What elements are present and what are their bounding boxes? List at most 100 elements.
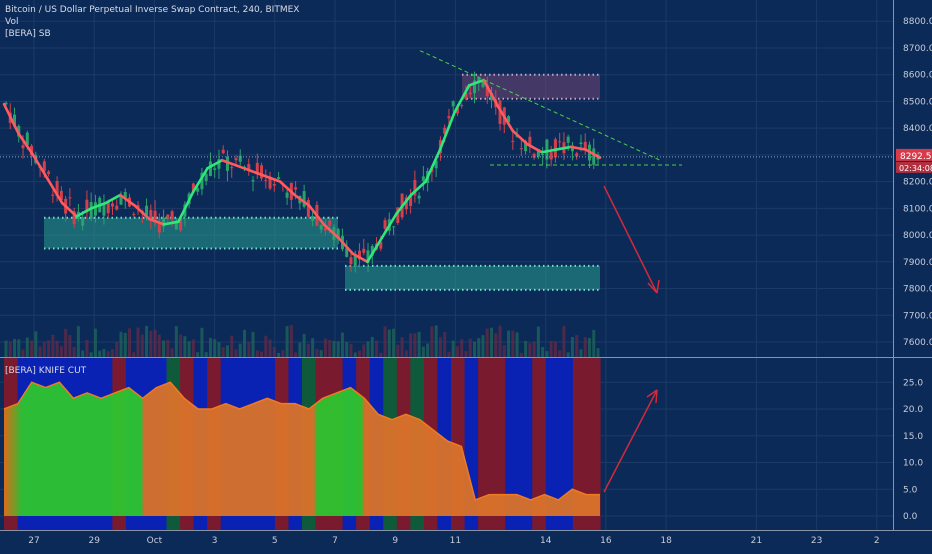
time-tick-label[interactable]: 21 [751,536,762,546]
candle-body [545,139,549,160]
volume-bar [477,338,481,357]
candle-body [311,215,315,221]
candle-body [170,211,174,220]
candle-body [93,202,97,216]
candle-body [166,214,170,219]
candle-countdown: 02:34:08 [899,164,932,173]
time-tick-label[interactable]: 16 [600,536,612,546]
candle-body [285,192,289,198]
price-tick-label[interactable]: 8600.0 [903,71,932,81]
price-tick-label[interactable]: 8200.0 [903,178,932,188]
time-tick-label[interactable]: 23 [811,536,822,546]
last-price-value: 8292.5 [900,152,932,162]
volume-bar [558,350,562,357]
knife-cut-tick-label[interactable]: 10.0 [903,459,923,469]
volume-bar [417,331,421,357]
down-arrow-head [647,279,660,294]
chart-title[interactable]: Bitcoin / US Dollar Perpetual Inverse Sw… [5,5,300,15]
time-tick-label[interactable]: 3 [212,536,218,546]
candle-body [383,220,387,229]
candle-body [106,202,110,214]
price-axis[interactable]: 8800.08700.08600.08500.08400.08300.08200… [903,17,932,522]
volume-bars [4,325,600,357]
price-tick-label[interactable]: 8700.0 [903,44,932,54]
candle-body [362,248,366,253]
ema-segment [17,132,35,157]
price-tick-label[interactable]: 8500.0 [903,97,932,107]
volume-bar [490,327,494,357]
price-tick-label[interactable]: 7600.0 [903,338,932,348]
volume-bar [4,340,8,357]
volume-bar [115,341,119,357]
price-tick-label[interactable]: 7800.0 [903,285,932,295]
candle-body [413,179,417,196]
volume-bar [68,335,72,357]
candle-body [68,197,72,199]
countdown-badge-bg [896,161,932,173]
background-band [491,358,506,530]
time-tick-label[interactable]: 11 [450,536,461,546]
time-tick-label[interactable]: 2 [874,536,880,546]
knife-cut-tick-label[interactable]: 15.0 [903,432,923,442]
volume-bar [541,346,545,357]
price-tick-label[interactable]: 8100.0 [903,204,932,214]
ema-segment [249,169,267,178]
knife-cut-area-fill [4,382,600,516]
candle-body [528,136,532,146]
time-tick-label[interactable]: 18 [660,536,672,546]
candle-body [217,159,221,169]
candle-body [221,149,225,154]
volume-bar [157,334,161,357]
candle-body [213,168,217,170]
price-tick-label[interactable]: 7700.0 [903,311,932,321]
candle-body [541,154,545,156]
candle-body [59,190,63,201]
volume-bar [302,333,306,357]
time-tick-label[interactable]: Oct [147,536,163,546]
ema-segment [118,193,137,207]
time-tick-label[interactable]: 7 [332,536,338,546]
price-tick-label[interactable]: 8800.0 [903,17,932,27]
volume-bar [349,344,353,357]
time-tick-label[interactable]: 27 [28,536,39,546]
ema-segment [467,78,486,87]
knife-cut-legend[interactable]: [BERA] KNIFE CUT [5,366,87,376]
candle-body [468,92,472,95]
candle-body [443,127,447,134]
knife-cut-tick-label[interactable]: 0.0 [903,512,918,522]
knife-cut-tick-label[interactable]: 20.0 [903,405,923,415]
volume-bar [59,346,63,357]
candle-body [200,172,204,190]
volume-bar [353,352,357,357]
down-arrow [603,185,658,294]
volume-bar [85,339,89,357]
volume-bar [294,352,298,357]
last-price-badge-bg [896,148,932,161]
time-tick-label[interactable]: 29 [88,536,100,546]
volume-bar [64,328,68,357]
candle-body [511,140,515,142]
volume-bar [570,337,574,357]
price-tick-label[interactable]: 8400.0 [903,124,932,134]
volume-bar [545,351,549,357]
candle-body [349,257,353,265]
volume-bar [536,326,540,357]
knife-cut-tick-label[interactable]: 5.0 [903,485,918,495]
indicator-legend[interactable]: [BERA] SB [5,29,51,39]
volume-bar [447,351,451,357]
knife-cut-tick-label[interactable]: 25.0 [903,378,923,388]
time-tick-label[interactable]: 9 [392,536,398,546]
time-tick-label[interactable]: 5 [272,536,278,546]
time-axis[interactable]: 27 29 Oct 3 5 7 9 11 14 16 18 21 23 2 [28,536,879,546]
ema-segment [307,204,326,226]
price-tick-label[interactable]: 8000.0 [903,231,932,241]
candle-body [247,164,251,170]
volume-bar [553,341,557,357]
price-tick-label[interactable]: 7900.0 [903,258,932,268]
vol-legend[interactable]: Vol [5,17,19,27]
volume-bar [375,340,379,357]
time-tick-label[interactable]: 14 [540,536,552,546]
candle-body [149,209,153,222]
